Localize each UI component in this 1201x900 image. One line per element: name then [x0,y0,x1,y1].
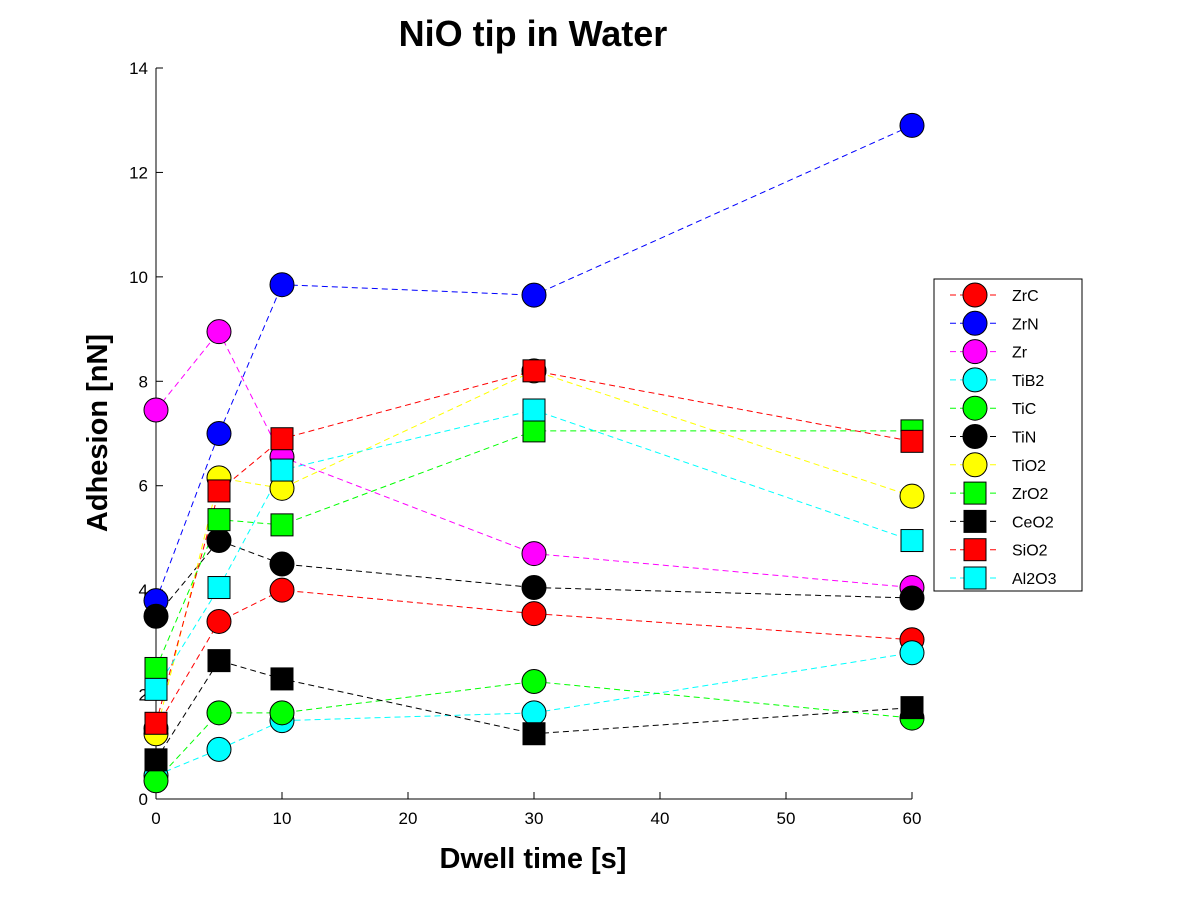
legend-marker-tib2 [962,367,988,393]
legend-box [933,278,1083,592]
data-point-sio2 [144,711,168,735]
data-point-al2o3 [144,677,168,701]
data-point-zrn [899,112,925,138]
legend-marker-tic [962,395,988,421]
x-tick-label: 60 [903,809,922,828]
data-point-al2o3 [522,398,546,422]
legend-marker-zrc [962,282,988,308]
data-point-al2o3 [207,576,231,600]
legend-label-zrc: ZrC [1012,288,1039,305]
data-point-ceo2 [207,649,231,673]
x-tick-label: 10 [273,809,292,828]
legend-label-tio2: TiO2 [1012,458,1046,475]
x-tick-label: 30 [525,809,544,828]
data-point-al2o3 [900,529,924,553]
legend: ZrC ZrN Zr TiB2 TiC TiN TiO2 ZrO2 CeO2 SiO2 Al2O3 [933,278,1083,592]
legend-label-tic: TiC [1012,401,1036,418]
data-point-tib2 [521,700,547,726]
data-point-zrc [521,601,547,627]
legend-marker-ceo2 [963,509,987,533]
data-point-zro2 [522,419,546,443]
data-point-tin [521,575,547,601]
data-point-zr [206,319,232,345]
legend-marker-tio2 [962,452,988,478]
data-point-zro2 [270,513,294,537]
data-point-ceo2 [270,667,294,691]
data-point-sio2 [522,359,546,383]
legend-marker-zrn [962,310,988,336]
y-tick-label: 2 [139,686,148,705]
data-point-tib2 [206,736,232,762]
x-ticks: 0 10 20 30 40 50 60 [151,792,921,828]
legend-label-sio2: SiO2 [1012,543,1048,560]
y-tick-label: 4 [139,581,148,600]
x-tick-label: 40 [651,809,670,828]
x-axis-title: Dwell time [s] [440,843,627,875]
data-point-tin [143,603,169,629]
data-point-sio2 [900,429,924,453]
data-point-sio2 [270,427,294,451]
legend-label-ceo2: CeO2 [1012,514,1054,531]
data-point-zr [143,397,169,423]
legend-label-zr: Zr [1012,345,1028,362]
x-tick-label: 20 [399,809,418,828]
data-point-zro2 [207,508,231,532]
y-tick-label: 12 [129,163,148,182]
x-tick-label: 50 [777,809,796,828]
legend-marker-al2o3 [963,566,987,590]
data-point-sio2 [207,479,231,503]
data-point-tin [206,528,232,554]
legend-marker-sio2 [963,538,987,562]
series-markers [143,112,925,794]
data-point-zrn [206,421,232,446]
data-point-tin [269,551,295,577]
data-point-tic [521,669,547,695]
data-point-tib2 [899,640,925,666]
data-point-tio2 [899,483,925,509]
data-point-tin [899,585,925,611]
data-point-ceo2 [144,748,168,772]
series-line-tib2 [155,652,913,776]
data-point-zr [521,541,547,567]
data-point-zrc [206,608,232,634]
y-tick-label: 14 [129,59,148,78]
data-point-ceo2 [522,722,546,746]
y-axis-title: Adhesion [nN] [82,334,114,532]
data-point-zro2 [144,656,168,680]
legend-marker-zr [962,339,988,365]
y-tick-label: 0 [139,790,148,809]
chart-title: NiO tip in Water [399,13,668,54]
legend-label-tin: TiN [1012,430,1036,447]
y-tick-label: 6 [139,477,148,496]
y-tick-label: 10 [129,268,148,287]
legend-label-tib2: TiB2 [1012,373,1044,390]
legend-label-zro2: ZrO2 [1012,486,1049,503]
legend-label-zrn: ZrN [1012,316,1039,333]
x-tick-label: 0 [151,809,160,828]
series-line-tio2 [155,370,913,734]
data-point-tic [269,700,295,726]
plot-area: 0 10 20 30 40 50 60 0 2 4 6 8 10 12 14 [129,59,925,828]
data-point-tic [206,700,232,726]
data-point-zrn [269,272,295,298]
legend-marker-zro2 [963,481,987,505]
y-tick-label: 8 [139,372,148,391]
legend-marker-tin [962,424,988,449]
data-point-zrn [521,282,547,308]
data-point-ceo2 [900,696,924,720]
data-point-zrc [269,577,295,603]
legend-label-al2o3: Al2O3 [1012,571,1057,588]
data-point-al2o3 [270,458,294,482]
data-point-tic [143,768,169,794]
